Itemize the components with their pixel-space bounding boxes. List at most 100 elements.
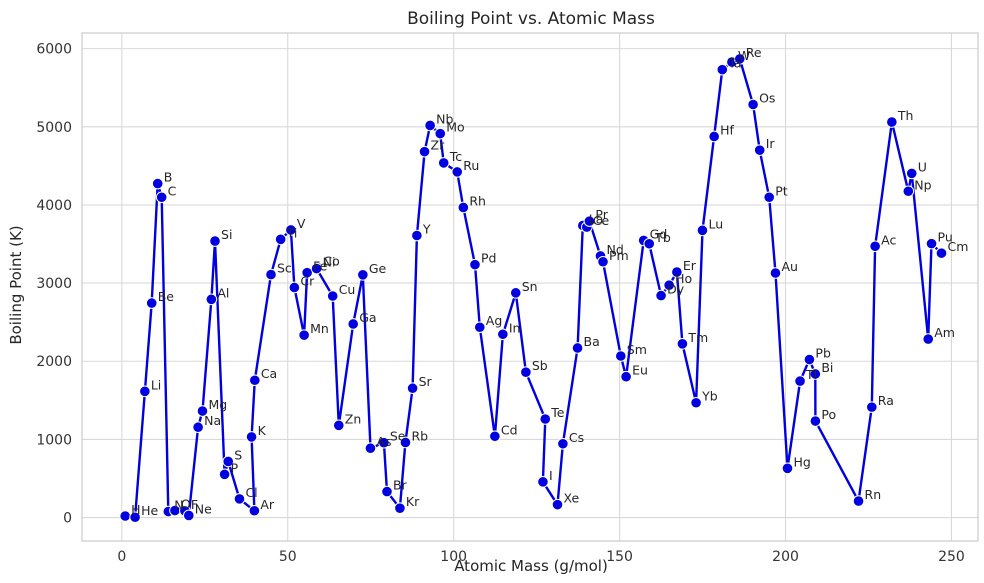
point-label: I	[549, 468, 553, 483]
data-point	[747, 98, 759, 111]
point-label: Yb	[701, 389, 718, 404]
data-point	[248, 504, 261, 517]
data-point	[663, 279, 675, 292]
point-label: Tb	[654, 230, 671, 245]
data-point	[249, 374, 261, 387]
point-label: Be	[158, 289, 175, 304]
data-point	[866, 401, 878, 413]
point-label: Th	[897, 108, 914, 123]
data-point	[381, 485, 393, 498]
point-label: S	[234, 447, 242, 462]
x-axis-title: Atomic Mass (g/mol)	[454, 557, 608, 575]
point-label: Sm	[627, 342, 647, 357]
data-point	[809, 368, 822, 380]
gridlines	[82, 33, 978, 541]
data-point	[364, 442, 377, 455]
point-label: Re	[746, 45, 762, 60]
data-point	[716, 63, 729, 76]
data-point	[378, 436, 390, 449]
data-point	[489, 430, 501, 443]
point-label: Rh	[469, 193, 486, 208]
point-label: Br	[393, 478, 408, 493]
point-label: Kr	[406, 494, 420, 509]
point-label: K	[258, 423, 267, 438]
data-point	[394, 502, 406, 514]
point-label: Mn	[310, 321, 329, 336]
data-point	[520, 366, 532, 378]
point-label: Se	[390, 429, 406, 444]
point-label: Dy	[667, 282, 685, 297]
data-point	[424, 119, 436, 132]
point-label: Ir	[766, 136, 776, 151]
point-label: Tl	[805, 367, 817, 382]
data-point	[935, 247, 948, 259]
point-label: N	[174, 498, 183, 513]
point-label: P	[231, 460, 239, 475]
point-label: Hg	[793, 454, 810, 469]
point-label: Ti	[286, 225, 298, 240]
point-label: Sn	[522, 279, 538, 294]
data-point	[794, 375, 806, 387]
data-point	[925, 237, 938, 250]
data-point	[733, 53, 746, 65]
point-label: Li	[151, 377, 161, 392]
y-tick-label: 4000	[36, 198, 72, 214]
point-label: Ga	[359, 310, 376, 325]
point-label: Ba	[584, 334, 600, 349]
data-point	[301, 266, 313, 279]
point-label: Ho	[675, 271, 692, 286]
point-label: Ru	[463, 158, 479, 173]
data-point	[557, 437, 569, 450]
data-point	[696, 224, 709, 237]
data-point	[119, 510, 131, 522]
point-label: Cr	[300, 273, 315, 288]
point-label: Ce	[593, 213, 610, 228]
data-point	[676, 338, 689, 350]
point-label: Am	[934, 325, 955, 340]
point-label: Nd	[606, 242, 623, 257]
data-point	[310, 262, 323, 275]
point-label: Na	[204, 413, 221, 428]
point-label: Rb	[411, 428, 428, 443]
data-point	[551, 498, 564, 511]
point-label: H	[131, 502, 140, 517]
chart-title: Boiling Point vs. Atomic Mass	[407, 9, 655, 29]
point-label: V	[297, 216, 306, 231]
y-tick-label: 2000	[36, 354, 72, 370]
point-label: Mo	[446, 120, 464, 135]
data-point	[763, 191, 775, 204]
data-point	[451, 166, 464, 178]
data-point	[192, 421, 204, 434]
point-label: Fe	[313, 259, 328, 274]
point-label: C	[168, 183, 177, 198]
point-label: Gd	[650, 226, 668, 241]
x-tick-label: 100	[440, 549, 467, 565]
y-tick-label: 5000	[36, 120, 72, 136]
point-label: Pd	[481, 251, 496, 266]
point-label: Pb	[815, 346, 831, 361]
point-label: Cs	[569, 430, 584, 445]
point-label: Sb	[532, 358, 548, 373]
point-label: Er	[683, 258, 697, 273]
data-point	[288, 281, 301, 294]
data-point	[537, 476, 549, 488]
data-point	[357, 269, 369, 281]
point-label: Ar	[260, 497, 275, 512]
point-label: Os	[759, 91, 775, 106]
x-tick-label: 200	[772, 549, 799, 565]
data-point	[418, 145, 431, 158]
point-label: Rn	[865, 487, 882, 502]
data-point	[509, 287, 522, 299]
data-point	[922, 333, 935, 345]
data-point	[671, 266, 683, 278]
point-label: Ac	[881, 232, 896, 247]
point-label: Co	[323, 253, 339, 268]
point-label: Np	[914, 177, 931, 192]
point-label: Pu	[938, 230, 953, 245]
data-point	[539, 413, 552, 425]
y-axis-ticks: 0 1000 2000 3000 4000 5000 6000	[36, 42, 72, 527]
point-label: Bi	[821, 360, 833, 375]
point-label: Ra	[878, 393, 894, 408]
